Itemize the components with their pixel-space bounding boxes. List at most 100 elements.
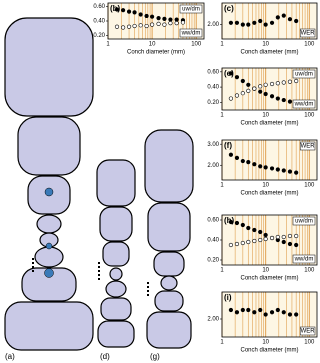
data-point bbox=[228, 96, 234, 101]
y-tick-label: 2.00 bbox=[207, 22, 219, 28]
chamber bbox=[34, 246, 64, 268]
plot-frame bbox=[221, 214, 318, 266]
data-point bbox=[228, 71, 234, 76]
legend-box bbox=[179, 28, 203, 38]
y-tick-label: 0.40 bbox=[93, 19, 105, 25]
chamber bbox=[17, 116, 81, 176]
data-point bbox=[240, 22, 245, 27]
chamber bbox=[147, 202, 191, 252]
x-tick-label: 10 bbox=[262, 113, 269, 119]
chamber bbox=[4, 301, 94, 351]
y-tick-label: 0.40 bbox=[207, 85, 219, 91]
legend-box bbox=[179, 4, 203, 14]
legend-label: WER bbox=[301, 144, 316, 150]
y-tick-label: 0.60 bbox=[207, 218, 219, 224]
x-tick-label: 10 bbox=[262, 268, 269, 274]
data-point bbox=[234, 93, 240, 98]
legend-label: uw/dm bbox=[295, 72, 313, 78]
chamber bbox=[96, 159, 136, 207]
x-tick-label: 10 bbox=[262, 183, 269, 189]
data-point bbox=[281, 80, 286, 85]
data-point bbox=[240, 91, 245, 96]
y-tick-label: 2.00 bbox=[207, 163, 219, 169]
plot-frame bbox=[221, 67, 318, 111]
data-point bbox=[121, 25, 126, 30]
data-point bbox=[234, 310, 240, 315]
data-point bbox=[240, 307, 245, 313]
data-point bbox=[144, 23, 149, 29]
data-point bbox=[294, 170, 299, 175]
chamber bbox=[146, 311, 192, 349]
data-point bbox=[168, 21, 173, 26]
data-point bbox=[228, 20, 234, 25]
x-tick-label: 1 bbox=[220, 340, 224, 346]
data-point bbox=[275, 167, 280, 172]
x-tick-label: 100 bbox=[304, 340, 315, 346]
x-tick-label: 100 bbox=[304, 268, 315, 274]
panel-label: (a) bbox=[5, 352, 15, 361]
data-point bbox=[228, 307, 234, 313]
data-point bbox=[258, 307, 263, 313]
data-point bbox=[258, 237, 263, 243]
data-point bbox=[269, 235, 275, 241]
chamber bbox=[36, 214, 62, 234]
data-point bbox=[269, 20, 275, 25]
data-point bbox=[263, 236, 268, 242]
plot-frame bbox=[107, 2, 205, 40]
panel-label: (h) bbox=[224, 216, 235, 225]
x-axis-label: Conch diameter (mm) bbox=[240, 191, 298, 197]
panel-label: (c) bbox=[224, 4, 234, 13]
x-tick-label: 1 bbox=[106, 42, 110, 48]
data-point bbox=[281, 13, 286, 18]
legend-box bbox=[299, 326, 316, 336]
data-point bbox=[263, 91, 268, 97]
x-tick-label: 1 bbox=[220, 113, 224, 119]
x-tick-label: 100 bbox=[304, 183, 315, 189]
data-point bbox=[156, 16, 161, 21]
data-point bbox=[287, 233, 293, 239]
data-point bbox=[246, 225, 251, 231]
legend-label: uw/dm bbox=[182, 7, 200, 13]
data-point bbox=[287, 17, 293, 22]
data-point bbox=[263, 22, 268, 27]
data-point bbox=[252, 20, 257, 25]
chamber bbox=[109, 267, 123, 281]
data-point bbox=[294, 78, 299, 84]
x-tick-label: 100 bbox=[191, 42, 202, 48]
data-point bbox=[258, 18, 263, 24]
y-tick-label: 0.20 bbox=[207, 258, 219, 264]
chamber bbox=[102, 241, 130, 267]
x-tick-label: 1 bbox=[220, 183, 224, 189]
legend-label: WER bbox=[301, 31, 316, 37]
chart-panel: 1 10 100 0.20 0.40 0.60 Conch diameter (mm) (h)… bbox=[207, 214, 318, 282]
siphuncle-dot bbox=[44, 268, 54, 278]
panel-label: (g) bbox=[150, 352, 160, 361]
chamber bbox=[160, 275, 178, 291]
panel-label: (f) bbox=[224, 141, 232, 150]
panel-label: (i) bbox=[224, 293, 232, 302]
data-point bbox=[287, 241, 293, 247]
data-point bbox=[287, 312, 293, 317]
data-point bbox=[287, 99, 293, 104]
data-point bbox=[114, 7, 120, 12]
data-point bbox=[263, 82, 268, 87]
data-point bbox=[246, 160, 251, 165]
data-point bbox=[246, 22, 251, 27]
data-point bbox=[246, 88, 251, 94]
data-point bbox=[138, 23, 143, 28]
legend-label: uw/dm bbox=[295, 219, 313, 225]
legend-box bbox=[299, 28, 316, 38]
data-point bbox=[275, 96, 280, 101]
data-point bbox=[150, 22, 155, 27]
legend-box bbox=[292, 69, 316, 79]
data-point bbox=[174, 17, 179, 22]
data-point bbox=[234, 75, 240, 80]
data-point bbox=[258, 164, 263, 169]
data-point bbox=[252, 310, 257, 315]
data-point bbox=[132, 23, 137, 29]
conch-drawings bbox=[4, 17, 194, 351]
data-point bbox=[228, 152, 234, 157]
x-axis-label: Conch diameter (mm) bbox=[240, 348, 298, 354]
data-point bbox=[132, 10, 137, 15]
